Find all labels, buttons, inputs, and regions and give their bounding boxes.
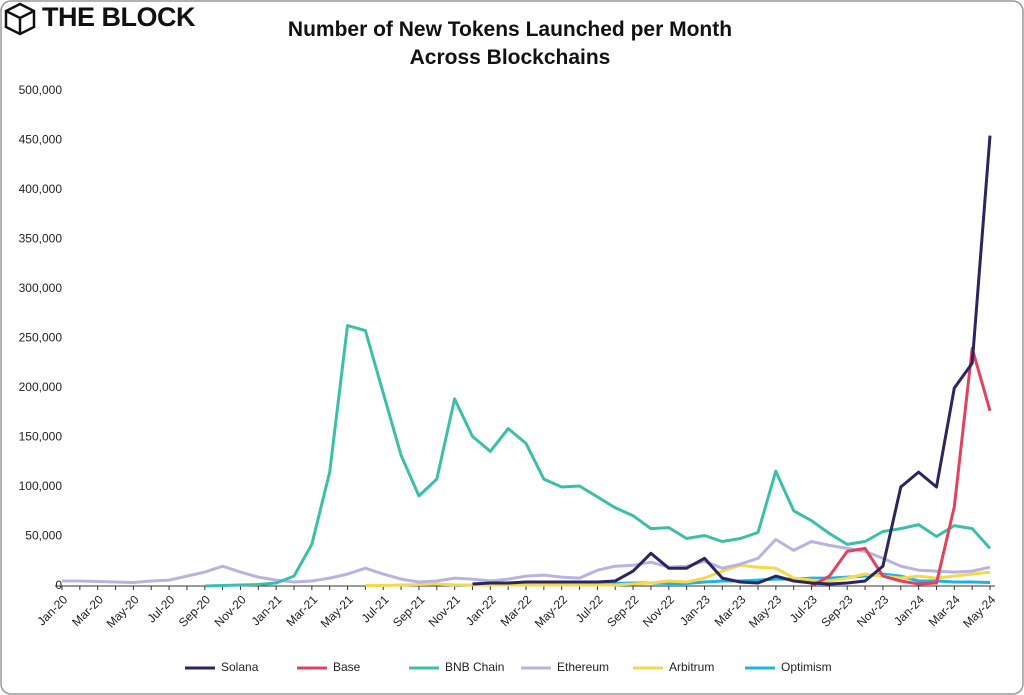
- x-tick-label: Jul-21: [359, 592, 392, 625]
- x-tick-label: Jan-21: [249, 592, 285, 628]
- series-line: [204, 324, 992, 588]
- x-tick-label: Nov-22: [640, 592, 677, 629]
- x-tick-label: Sep-23: [818, 592, 855, 629]
- x-tick-label: Sep-20: [176, 592, 213, 629]
- legend-label: Arbitrum: [669, 660, 714, 674]
- x-tick-label: Jan-23: [677, 592, 713, 628]
- x-tick-label: Mar-22: [498, 592, 535, 629]
- x-tick-label: Mar-24: [926, 592, 963, 629]
- y-tick-label: 300,000: [19, 281, 63, 295]
- x-tick-label: May-24: [960, 592, 998, 630]
- y-tick-label: 250,000: [19, 331, 63, 345]
- y-tick-label: 0: [55, 578, 62, 592]
- x-tick-label: Sep-22: [604, 592, 641, 629]
- x-tick-label: Jan-20: [35, 592, 71, 628]
- x-tick-label: Jan-24: [891, 592, 927, 628]
- x-tick-label: Mar-23: [712, 592, 749, 629]
- x-tick-label: May-22: [532, 592, 570, 630]
- series-line: [472, 135, 992, 586]
- y-tick-label: 50,000: [25, 529, 62, 543]
- x-tick-label: Mar-21: [283, 592, 320, 629]
- x-tick-label: Jul-20: [144, 592, 177, 625]
- legend-label: BNB Chain: [445, 660, 504, 674]
- y-tick-label: 150,000: [19, 430, 63, 444]
- x-tick-label: Nov-21: [426, 592, 463, 629]
- x-tick-label: May-21: [318, 592, 356, 630]
- legend-label: Solana: [221, 660, 259, 674]
- legend-label: Optimism: [781, 660, 832, 674]
- x-tick-label: Nov-23: [854, 592, 891, 629]
- x-tick-label: May-23: [746, 592, 784, 630]
- series-line: [62, 538, 991, 584]
- brand: THE BLOCK: [42, 2, 196, 32]
- legend-label: Base: [333, 660, 361, 674]
- chart-title: Number of New Tokens Launched per Month …: [287, 18, 733, 69]
- y-tick-label: 350,000: [19, 232, 63, 246]
- x-tick-label: Jul-22: [573, 592, 606, 625]
- x-tick-label: Mar-20: [69, 592, 106, 629]
- y-tick-label: 200,000: [19, 380, 63, 394]
- y-tick-label: 450,000: [19, 133, 63, 147]
- y-tick-label: 100,000: [19, 479, 63, 493]
- x-tick-label: Jul-23: [787, 592, 820, 625]
- series-line: [810, 346, 992, 588]
- y-tick-label: 500,000: [19, 83, 63, 97]
- legend-label: Ethereum: [557, 660, 609, 674]
- x-tick-label: Sep-21: [390, 592, 427, 629]
- logo-icon: [4, 2, 36, 36]
- x-tick-label: May-20: [104, 592, 142, 630]
- y-tick-label: 400,000: [19, 182, 63, 196]
- x-tick-label: Jan-22: [463, 592, 499, 628]
- x-tick-label: Nov-20: [212, 592, 249, 629]
